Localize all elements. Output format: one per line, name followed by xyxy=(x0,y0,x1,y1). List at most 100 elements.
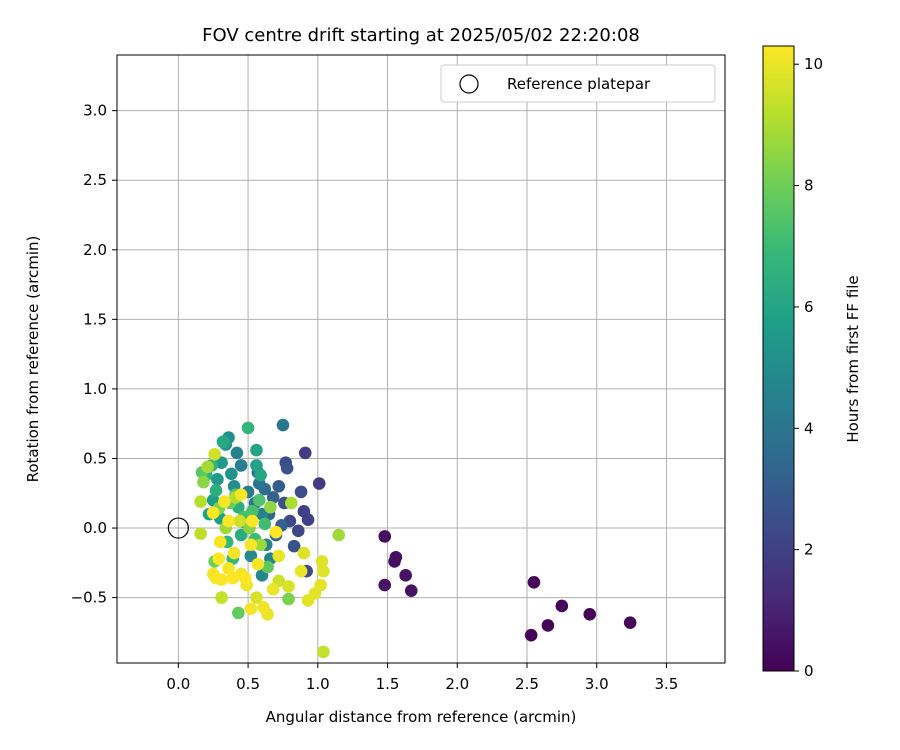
data-point xyxy=(399,569,412,582)
data-point xyxy=(251,557,265,571)
colorbar-tick-label: 6 xyxy=(804,298,814,316)
data-point xyxy=(272,549,286,563)
y-tick-label: 0.0 xyxy=(83,519,107,537)
data-point xyxy=(234,459,248,472)
data-point xyxy=(297,546,311,560)
colorbar-tick-label: 10 xyxy=(804,55,823,73)
data-point xyxy=(206,506,220,520)
legend-label: Reference platepar xyxy=(507,75,651,93)
y-tick-label: 1.0 xyxy=(83,380,107,398)
data-point xyxy=(261,560,274,574)
y-axis-label: Rotation from reference (arcmin) xyxy=(24,236,42,483)
data-point xyxy=(378,578,392,592)
chart-title: FOV centre drift starting at 2025/05/02 … xyxy=(202,25,640,46)
data-point xyxy=(257,601,270,614)
data-point xyxy=(245,514,259,528)
y-tick-label: 2.5 xyxy=(83,171,107,189)
data-point xyxy=(218,495,231,508)
data-point xyxy=(213,535,227,549)
data-point xyxy=(234,528,248,542)
x-tick-label: 3.0 xyxy=(585,675,609,693)
x-tick-label: 0.0 xyxy=(166,675,190,693)
x-axis-label: Angular distance from reference (arcmin) xyxy=(266,708,577,726)
data-point xyxy=(258,517,272,531)
data-point xyxy=(378,530,392,543)
data-point xyxy=(254,538,267,552)
data-point xyxy=(226,571,240,585)
reference-marker xyxy=(167,517,189,539)
data-point xyxy=(264,500,277,514)
colorbar: 0 2 4 6 8 10 Hours from first FF file xyxy=(762,45,862,680)
data-point xyxy=(252,493,266,507)
colorbar-tick-label: 4 xyxy=(804,419,814,437)
data-point xyxy=(241,421,255,435)
data-point xyxy=(298,446,312,460)
legend-box xyxy=(440,64,716,103)
data-point xyxy=(209,484,223,497)
data-point xyxy=(216,435,230,449)
data-point xyxy=(524,628,538,642)
y-axis-ticks: −0.5 0.0 0.5 1.0 1.5 2.0 2.5 3.0 xyxy=(71,102,117,607)
data-point xyxy=(272,480,286,493)
x-axis-ticks: 0.0 0.5 1.0 1.5 2.0 2.5 3.0 3.5 xyxy=(166,663,678,693)
reference-platepar-marker xyxy=(167,517,189,539)
data-point xyxy=(269,525,283,539)
data-point xyxy=(541,619,555,632)
data-point xyxy=(254,468,267,482)
data-point xyxy=(266,582,280,596)
data-point xyxy=(255,507,269,521)
data-point xyxy=(388,555,401,568)
data-point xyxy=(194,495,207,508)
plot-area-frame xyxy=(116,54,726,664)
data-point xyxy=(215,591,228,604)
x-tick-label: 0.5 xyxy=(236,675,260,693)
y-tick-label: 2.0 xyxy=(83,241,107,259)
y-tick-label: 0.5 xyxy=(83,449,107,467)
data-point xyxy=(245,505,259,518)
data-point xyxy=(332,528,346,542)
data-point xyxy=(312,477,326,490)
y-tick-label: 3.0 xyxy=(83,102,107,120)
data-point xyxy=(234,488,248,501)
data-point xyxy=(230,446,244,460)
x-tick-label: 3.5 xyxy=(655,675,679,693)
data-point xyxy=(294,564,308,578)
data-point xyxy=(227,546,241,560)
data-point xyxy=(315,555,329,568)
data-point xyxy=(212,552,226,565)
data-point xyxy=(301,513,315,526)
data-point xyxy=(244,602,258,616)
data-point xyxy=(291,524,305,538)
data-point xyxy=(527,576,541,589)
data-points xyxy=(194,418,637,659)
data-point xyxy=(555,599,569,613)
data-point xyxy=(282,580,295,593)
colorbar-label: Hours from first FF file xyxy=(844,275,862,442)
data-point xyxy=(583,608,597,621)
x-tick-label: 1.5 xyxy=(376,675,400,693)
y-tick-label: −0.5 xyxy=(71,589,107,607)
data-point xyxy=(317,564,330,578)
data-point xyxy=(285,496,298,510)
x-tick-label: 2.0 xyxy=(445,675,469,693)
x-tick-label: 2.5 xyxy=(515,675,539,693)
data-point xyxy=(623,616,637,629)
data-point xyxy=(215,456,228,469)
data-point xyxy=(317,645,330,659)
colorbar-ticks: 0 2 4 6 8 10 xyxy=(794,55,823,680)
data-point xyxy=(266,491,280,504)
data-point xyxy=(201,460,214,474)
data-point xyxy=(276,418,290,432)
legend-reference-marker xyxy=(459,74,479,94)
data-point xyxy=(233,514,247,528)
data-point xyxy=(222,514,235,528)
data-point xyxy=(244,549,258,563)
colorbar-tick-label: 0 xyxy=(804,662,814,680)
data-point xyxy=(287,539,301,553)
colorbar-gradient xyxy=(762,45,795,672)
colorbar-tick-label: 2 xyxy=(804,541,814,559)
data-point xyxy=(301,594,315,607)
data-point xyxy=(232,606,245,620)
colorbar-tick-label: 8 xyxy=(804,177,814,195)
